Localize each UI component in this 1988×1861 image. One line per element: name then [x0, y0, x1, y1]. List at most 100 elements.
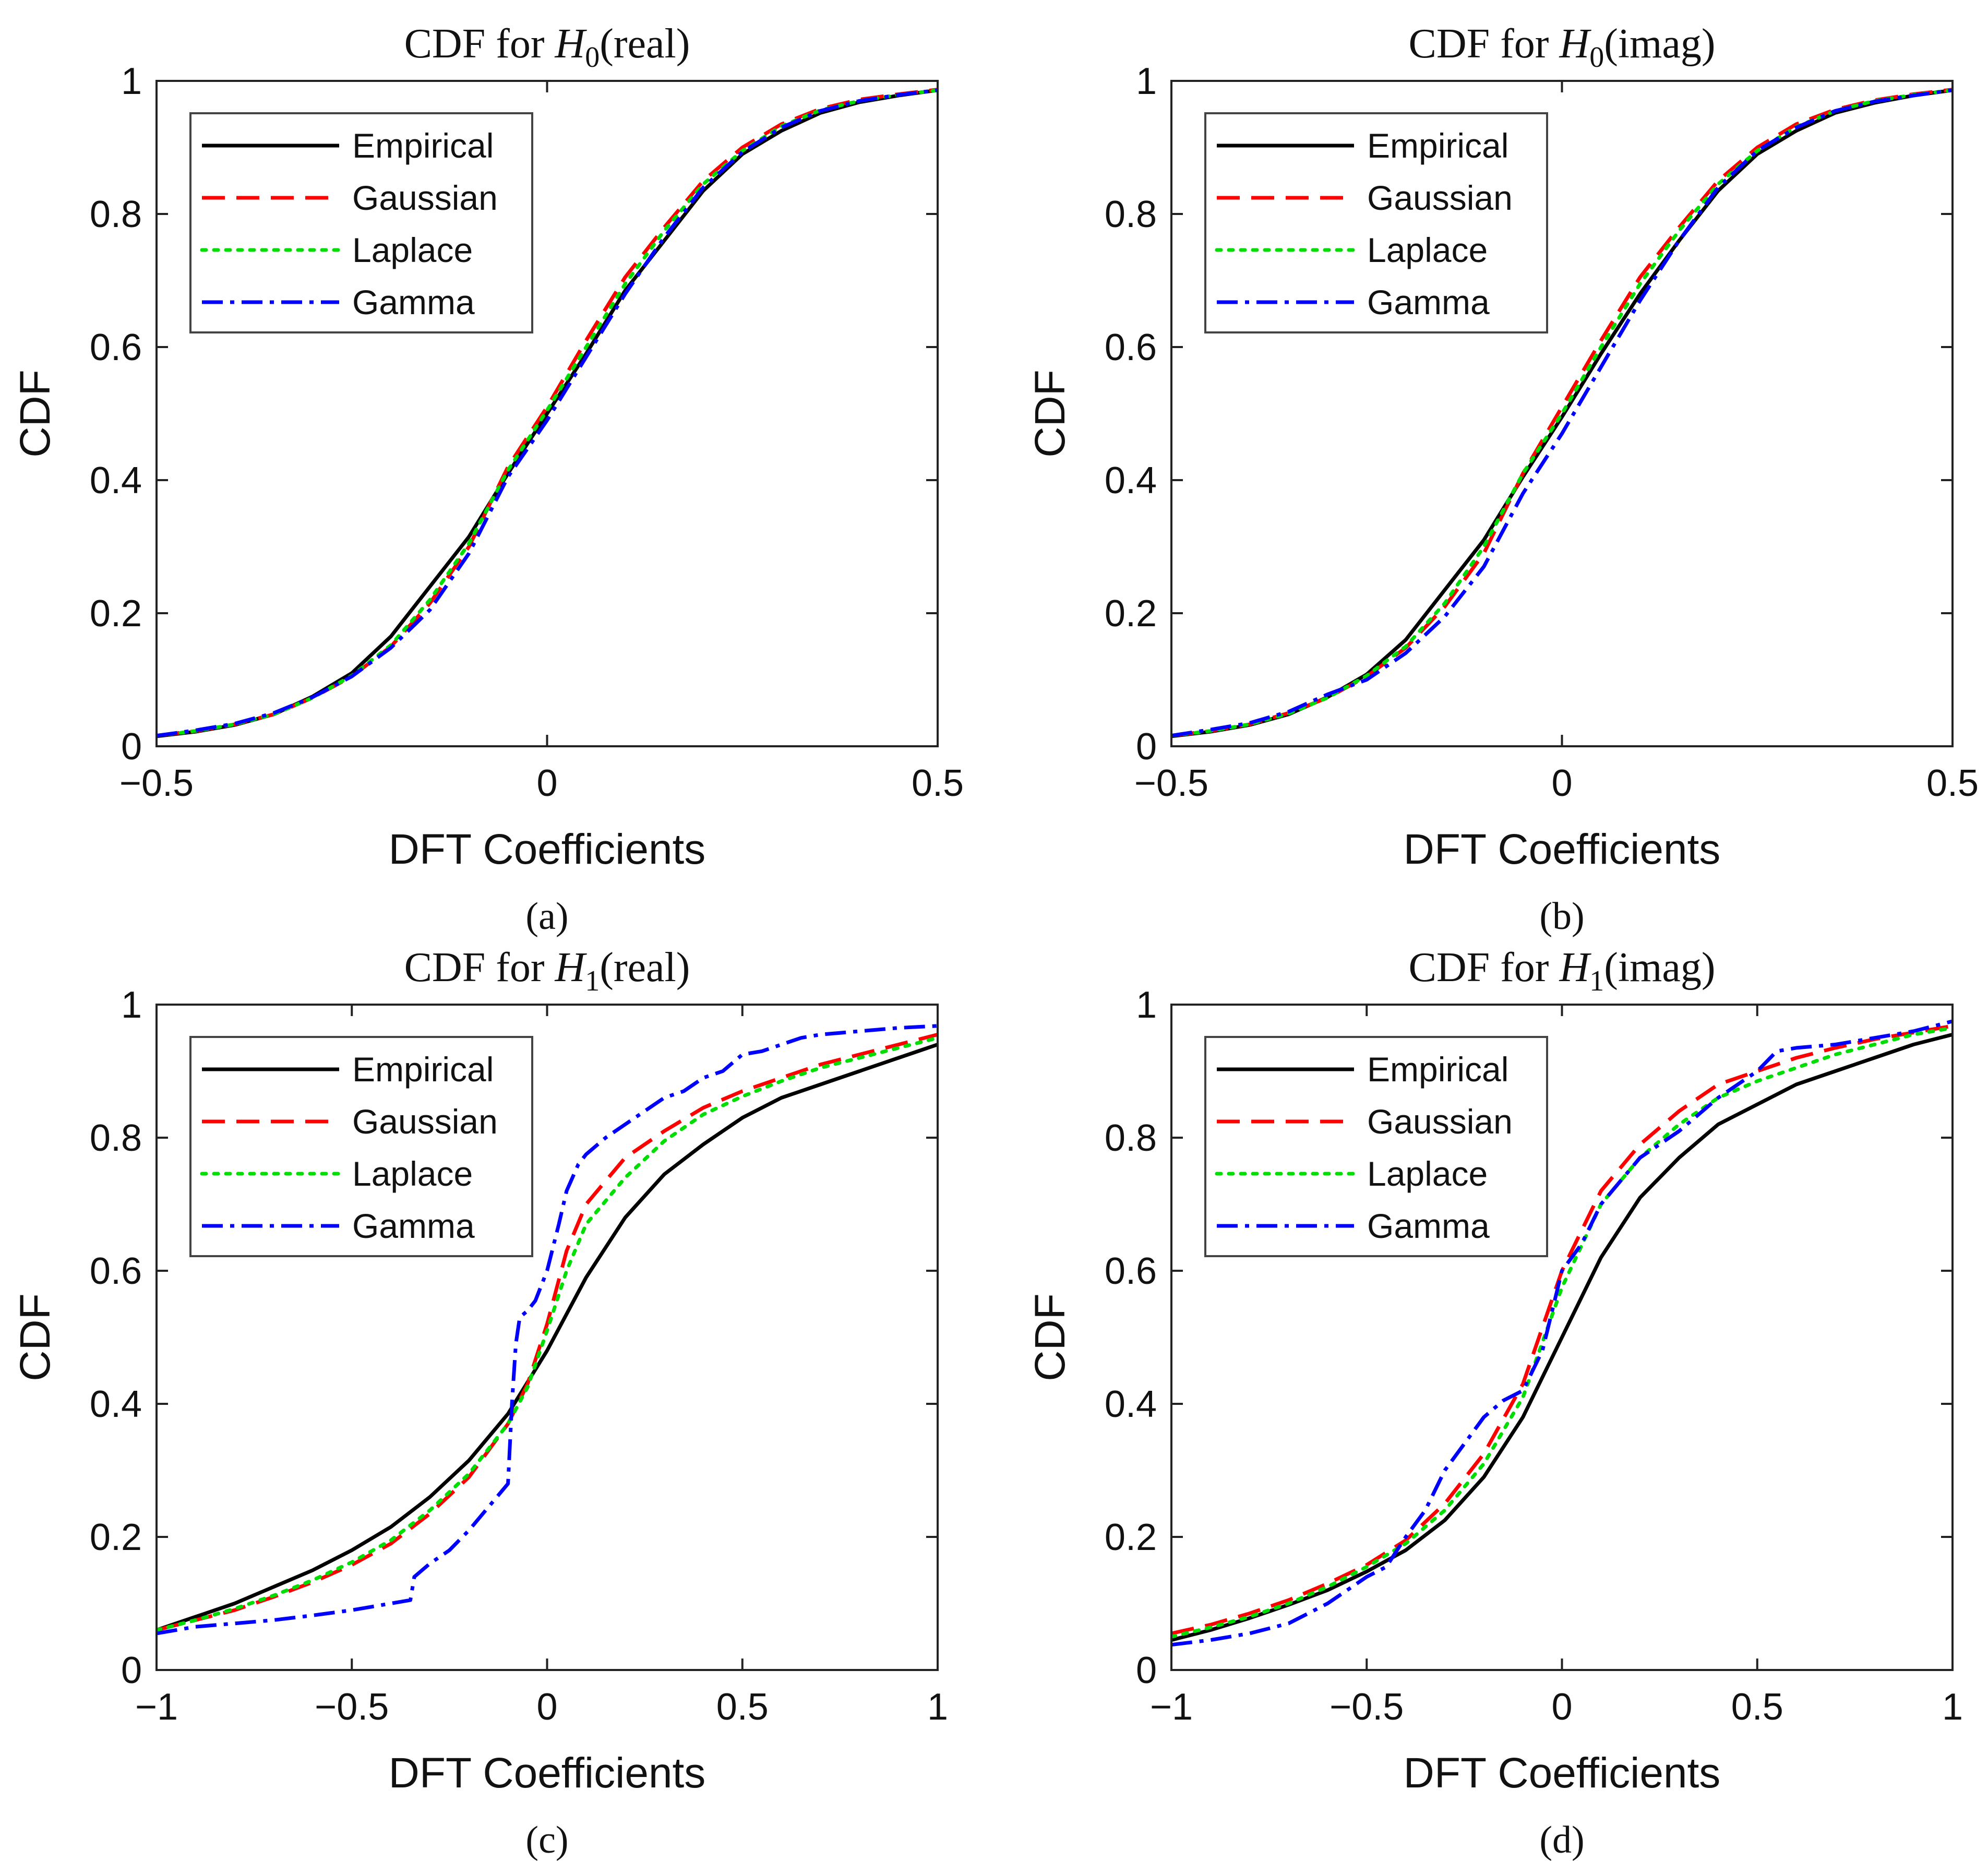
chart-title-sub-d: 1 [1589, 965, 1604, 997]
x-tick-label-c-0: −1 [135, 1686, 178, 1728]
series-group-d [1171, 1019, 1953, 1647]
x-tick-label-a-0: −0.5 [119, 762, 194, 804]
legend-label-gaussian-a: Gaussian [352, 178, 498, 217]
y-tick-label-a-1: 0.2 [90, 593, 142, 635]
x-tick-label-d-2: 0 [1551, 1686, 1572, 1728]
series-line-gamma-a [157, 88, 938, 738]
series-line-gamma-d [1171, 1019, 1953, 1647]
legend-a: Empirical Gaussian Laplace Gamma [189, 112, 533, 333]
legend-box-c [189, 1036, 533, 1257]
x-tick-label-c-4: 1 [927, 1686, 948, 1728]
y-tick-label-a-3: 0.6 [90, 327, 142, 368]
chart-title-var-d: H [1559, 945, 1591, 991]
legend-box-b [1204, 112, 1548, 333]
legend-c: Empirical Gaussian Laplace Gamma [189, 1036, 533, 1257]
legend-label-empirical-a: Empirical [352, 126, 494, 165]
x-tick-label-a-2: 0.5 [912, 762, 964, 804]
chart-title-suffix-c: (real) [600, 945, 690, 991]
y-tick-label-c-4: 0.8 [90, 1117, 142, 1159]
legend-box-a [189, 112, 533, 333]
legend-label-laplace-c: Laplace [352, 1154, 473, 1193]
y-tick-label-d-2: 0.4 [1105, 1383, 1157, 1425]
chart-title-prefix-d: CDF for [1409, 945, 1560, 991]
series-line-gamma-c [157, 1024, 938, 1636]
chart-panel-c: −1 −0.5 0 0.5 1 0 0.2 0.4 0.6 0.8 1 DFT Coefficient… [11, 945, 948, 1861]
x-axis-label-d: DFT Coefficients [1404, 1749, 1721, 1797]
legend-b: Empirical Gaussian Laplace Gamma [1204, 112, 1548, 333]
y-tick-label-a-2: 0.4 [90, 460, 142, 502]
legend-label-empirical-d: Empirical [1367, 1050, 1508, 1089]
x-tick-label-d-0: −1 [1150, 1686, 1193, 1728]
series-line-laplace-c [157, 1036, 938, 1632]
legend-box-d [1204, 1036, 1548, 1257]
y-tick-label-c-5: 1 [121, 984, 142, 1026]
x-axis-label-a: DFT Coefficients [389, 826, 706, 873]
y-tick-label-b-3: 0.6 [1105, 327, 1157, 368]
legend-label-gamma-d: Gamma [1367, 1207, 1490, 1245]
series-line-laplace-d [1171, 1026, 1953, 1639]
legend-label-gamma-a: Gamma [352, 283, 475, 321]
legend-d: Empirical Gaussian Laplace Gamma [1204, 1036, 1548, 1257]
y-axis-label-a: CDF [11, 369, 59, 458]
legend-label-laplace-d: Laplace [1367, 1154, 1488, 1193]
y-tick-label-b-2: 0.4 [1105, 460, 1157, 502]
chart-title-prefix-a: CDF for [404, 21, 555, 67]
x-tick-label-c-2: 0 [536, 1686, 557, 1728]
legend-label-laplace-b: Laplace [1367, 231, 1488, 269]
x-tick-label-d-3: 0.5 [1731, 1686, 1783, 1728]
y-tick-label-a-0: 0 [121, 726, 142, 768]
y-tick-label-d-0: 0 [1136, 1650, 1157, 1691]
legend-label-gaussian-c: Gaussian [352, 1102, 498, 1141]
x-tick-label-b-0: −0.5 [1134, 762, 1208, 804]
chart-title-suffix-b: (imag) [1604, 21, 1715, 67]
series-group-a [157, 88, 938, 738]
x-tick-label-c-3: 0.5 [716, 1686, 769, 1728]
chart-title-var-b: H [1559, 21, 1591, 67]
y-tick-label-b-5: 1 [1136, 61, 1157, 102]
y-axis-label-d: CDF [1026, 1293, 1074, 1381]
chart-title-c: CDF for H1(real) [404, 945, 690, 997]
y-tick-label-c-1: 0.2 [90, 1517, 142, 1558]
y-tick-label-a-5: 1 [121, 61, 142, 102]
series-line-gaussian-c [157, 1033, 938, 1632]
chart-title-suffix-a: (real) [600, 21, 690, 67]
x-tick-label-b-2: 0.5 [1926, 762, 1979, 804]
chart-title-var-c: H [554, 945, 587, 991]
y-tick-label-c-0: 0 [121, 1650, 142, 1691]
x-axis-label-b: DFT Coefficients [1404, 826, 1721, 873]
panel-caption-b: (b) [1539, 895, 1584, 938]
y-tick-label-c-2: 0.4 [90, 1383, 142, 1425]
legend-label-gamma-c: Gamma [352, 1207, 475, 1245]
legend-label-gaussian-d: Gaussian [1367, 1102, 1513, 1141]
chart-title-sub-a: 0 [585, 41, 600, 74]
x-tick-label-a-1: 0 [536, 762, 557, 804]
x-tick-label-c-1: −0.5 [315, 1686, 389, 1728]
y-tick-label-d-1: 0.2 [1105, 1517, 1157, 1558]
chart-title-d: CDF for H1(imag) [1409, 945, 1716, 997]
chart-title-var-a: H [554, 21, 587, 67]
x-tick-label-b-1: 0 [1551, 762, 1572, 804]
chart-title-suffix-d: (imag) [1604, 945, 1715, 991]
legend-label-gamma-b: Gamma [1367, 283, 1490, 321]
y-tick-label-d-4: 0.8 [1105, 1117, 1157, 1159]
series-group-b [1171, 88, 1953, 738]
series-line-gamma-b [1171, 88, 1953, 738]
series-group-c [157, 1024, 938, 1636]
chart-title-prefix-b: CDF for [1409, 21, 1560, 67]
y-tick-label-c-3: 0.6 [90, 1250, 142, 1292]
chart-panel-d: −1 −0.5 0 0.5 1 0 0.2 0.4 0.6 0.8 1 DFT Coefficient… [1026, 945, 1963, 1861]
x-tick-label-d-1: −0.5 [1330, 1686, 1404, 1728]
legend-label-laplace-a: Laplace [352, 231, 473, 269]
panel-caption-a: (a) [525, 895, 568, 938]
y-axis-label-b: CDF [1026, 369, 1074, 458]
legend-label-gaussian-b: Gaussian [1367, 178, 1513, 217]
y-tick-label-a-4: 0.8 [90, 194, 142, 235]
y-tick-label-b-4: 0.8 [1105, 194, 1157, 235]
chart-title-sub-c: 1 [585, 965, 600, 997]
x-axis-label-c: DFT Coefficients [389, 1749, 706, 1797]
y-tick-label-d-3: 0.6 [1105, 1250, 1157, 1292]
legend-label-empirical-b: Empirical [1367, 126, 1508, 165]
